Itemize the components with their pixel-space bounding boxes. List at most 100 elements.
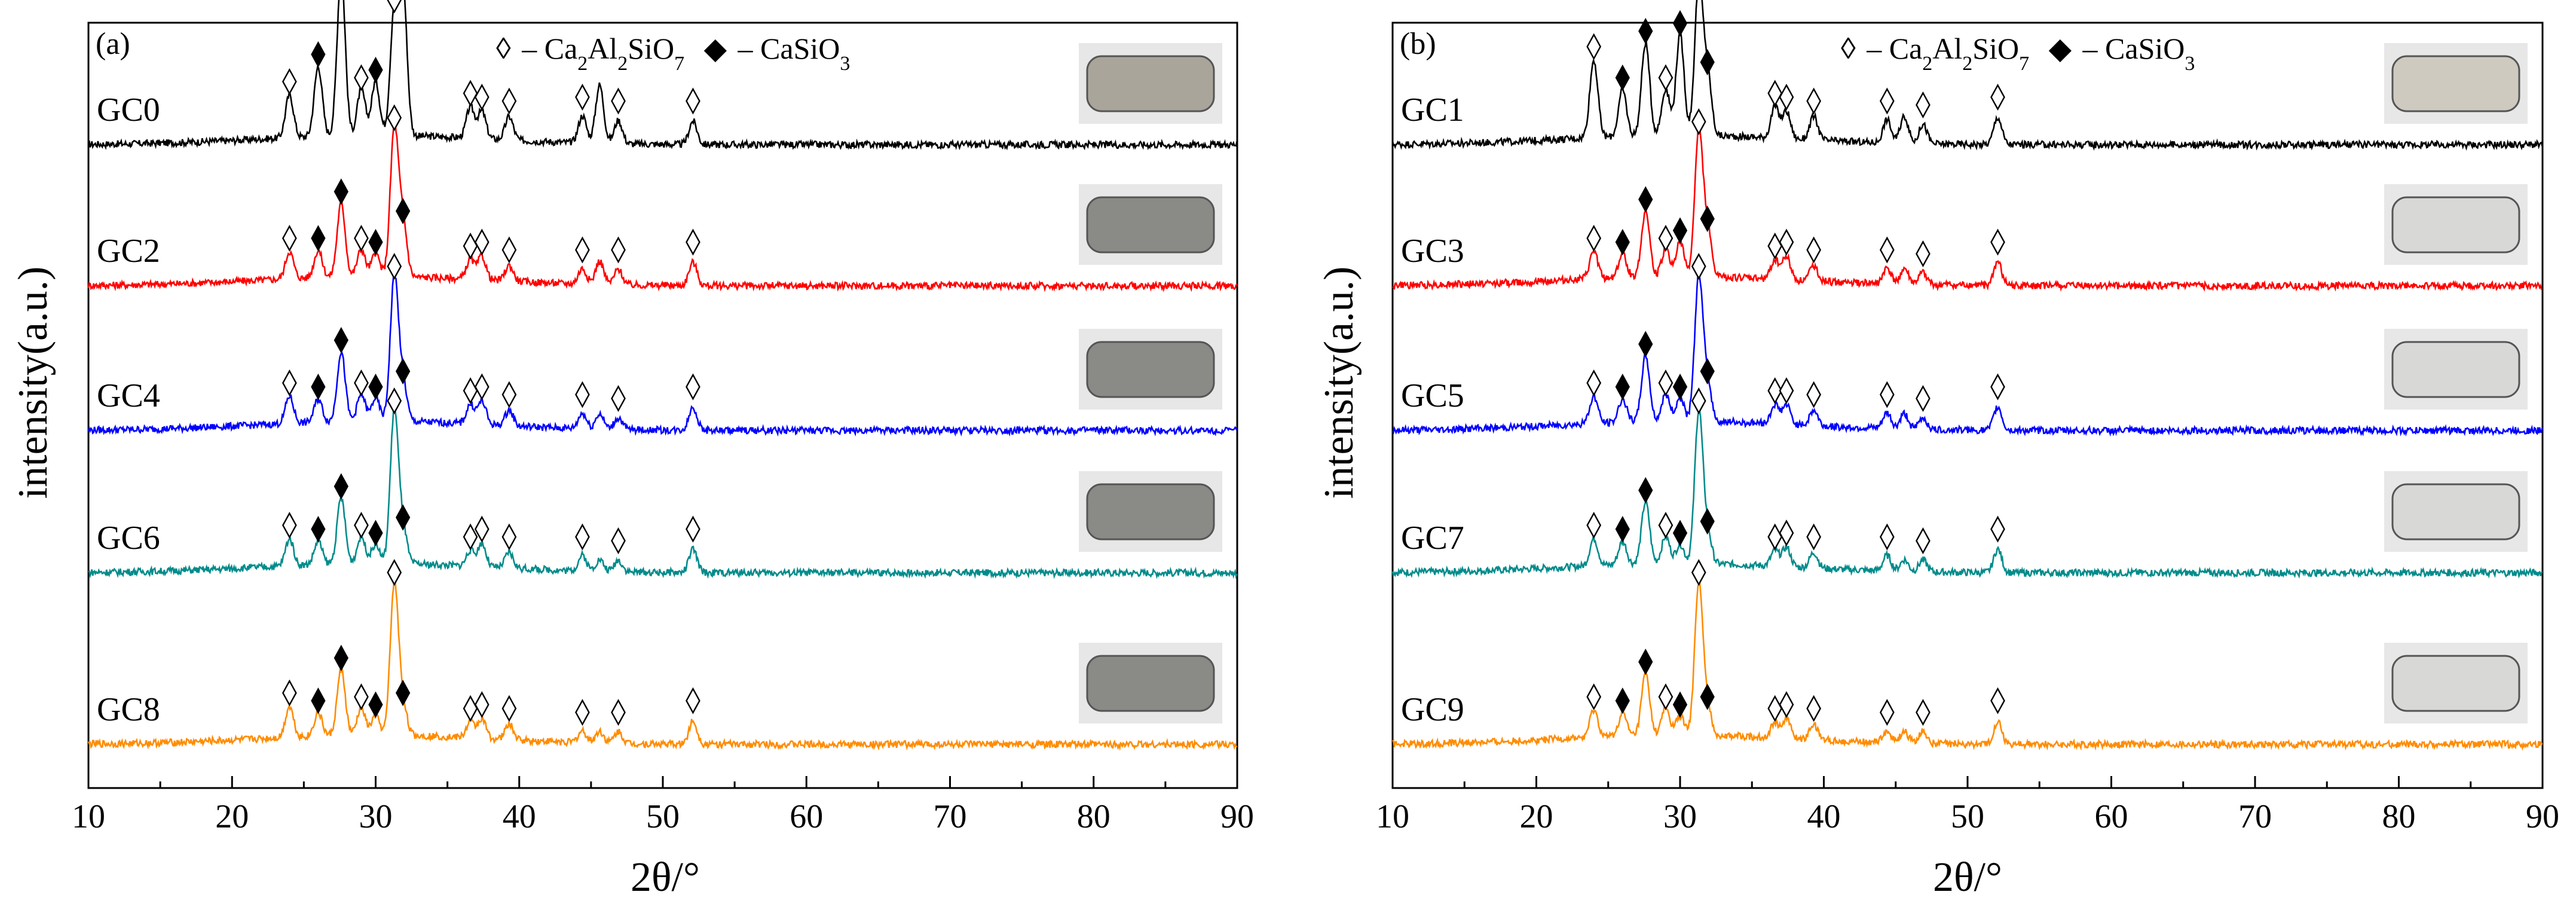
marker-filled-diamond <box>1672 10 1688 37</box>
x-tick-label: 70 <box>2238 798 2272 835</box>
marker-filled-diamond <box>1638 186 1653 213</box>
marker-open-diamond <box>1586 225 1602 252</box>
marker-open-diamond <box>387 104 402 132</box>
x-tick-label: 40 <box>503 798 536 835</box>
marker-open-diamond <box>1767 80 1783 107</box>
marker-open-diamond <box>1767 233 1783 259</box>
sample-cylinder <box>2391 341 2520 398</box>
marker-filled-diamond <box>1700 508 1715 535</box>
legend-right: ◊ – Ca2Al2SiO7 ◆ – CaSiO3 <box>1841 32 2195 75</box>
marker-filled-diamond <box>396 679 411 707</box>
marker-open-diamond <box>354 64 369 91</box>
series-line-GC0 <box>88 0 1238 151</box>
series-label: GC7 <box>1401 520 1464 557</box>
marker-open-diamond <box>1586 33 1602 60</box>
x-axis-label-left: 2θ/° <box>631 854 700 900</box>
marker-filled-diamond <box>1700 205 1715 233</box>
series-line-GC1 <box>1391 0 2543 151</box>
series-label: GC1 <box>1401 91 1464 129</box>
sample-cylinder <box>1086 55 1215 112</box>
marker-open-diamond <box>1658 225 1674 252</box>
marker-filled-diamond <box>1615 687 1630 714</box>
x-tick-label: 80 <box>1077 798 1110 835</box>
marker-filled-diamond <box>396 504 411 531</box>
marker-open-diamond <box>501 523 517 551</box>
marker-open-diamond <box>686 373 700 401</box>
marker-open-diamond <box>1879 87 1895 115</box>
marker-open-diamond <box>1879 699 1895 726</box>
marker-open-diamond <box>1806 236 1822 264</box>
marker-open-diamond <box>1779 377 1794 404</box>
x-tick-label: 30 <box>1663 798 1697 835</box>
marker-open-diamond <box>354 225 369 252</box>
series-label: GC3 <box>1401 233 1464 270</box>
series-line-GC9 <box>1392 580 2543 751</box>
marker-open-diamond <box>1916 240 1931 267</box>
legend-open-label: – Ca <box>521 32 577 65</box>
marker-open-diamond <box>354 683 369 710</box>
marker-open-diamond <box>1879 236 1895 264</box>
marker-filled-diamond <box>1638 477 1653 504</box>
marker-open-diamond <box>575 523 590 551</box>
legend-filled-diamond: ◆ <box>704 32 727 65</box>
marker-open-diamond <box>474 515 489 543</box>
series-line-GC6 <box>88 409 1238 579</box>
svg-text:◊ – Ca2Al2SiO7 ◆: ◊ – Ca2Al2SiO7 ◆ – CaSiO3 <box>1841 32 2195 75</box>
series-line-GC2 <box>87 120 1238 292</box>
marker-filled-diamond <box>1672 217 1688 244</box>
legend-open-diamond: ◊ <box>1841 32 1856 65</box>
marker-filled-diamond <box>396 197 411 225</box>
marker-filled-diamond <box>1700 683 1715 710</box>
marker-open-diamond <box>463 377 478 404</box>
series-line-GC5 <box>1391 270 2543 437</box>
marker-open-diamond <box>282 369 297 396</box>
marker-filled-diamond <box>334 473 348 500</box>
marker-open-diamond <box>1806 523 1822 551</box>
marker-filled-diamond <box>396 358 411 385</box>
marker-open-diamond <box>1916 385 1931 412</box>
marker-open-diamond <box>1658 683 1674 710</box>
y-axis-label-left: intensity(a.u.) <box>10 267 56 499</box>
marker-open-diamond <box>474 373 489 401</box>
series-label: GC5 <box>1401 377 1464 414</box>
marker-open-diamond <box>611 699 626 726</box>
x-tick-label: 90 <box>1220 798 1254 835</box>
series-label: GC4 <box>97 377 160 414</box>
marker-open-diamond <box>1691 253 1706 280</box>
legend-filled-label: – CaSiO <box>738 32 840 65</box>
series-label: GC8 <box>97 691 160 728</box>
marker-open-diamond <box>1658 512 1674 539</box>
marker-open-diamond <box>1767 377 1783 404</box>
marker-filled-diamond <box>311 373 326 401</box>
marker-open-diamond <box>611 527 626 554</box>
marker-filled-diamond <box>368 520 383 546</box>
marker-open-diamond <box>1691 387 1706 414</box>
marker-open-diamond <box>1586 512 1602 539</box>
marker-open-diamond <box>1767 695 1783 722</box>
marker-filled-diamond <box>334 326 348 354</box>
marker-filled-diamond <box>368 56 383 84</box>
sample-cylinder <box>2391 196 2520 254</box>
marker-filled-diamond <box>334 178 348 205</box>
marker-open-diamond <box>282 68 297 95</box>
series-label: GC0 <box>97 91 160 129</box>
marker-open-diamond <box>1916 699 1931 726</box>
series-line-GC4 <box>87 272 1238 437</box>
marker-filled-diamond <box>1672 373 1688 401</box>
x-tick-label: 20 <box>215 798 249 835</box>
sample-cylinder <box>1086 655 1215 712</box>
legend-filled-diamond: ◆ <box>2049 32 2072 65</box>
legend-open-label: – Ca <box>1866 32 1922 65</box>
marker-filled-diamond <box>1638 17 1653 45</box>
x-tick-label: 60 <box>2095 798 2128 835</box>
marker-open-diamond <box>575 381 590 408</box>
marker-open-diamond <box>1779 520 1794 546</box>
marker-open-diamond <box>387 0 402 14</box>
marker-open-diamond <box>1586 683 1602 710</box>
marker-open-diamond <box>1806 695 1822 722</box>
marker-open-diamond <box>282 225 297 252</box>
marker-open-diamond <box>282 512 297 539</box>
marker-open-diamond <box>611 87 626 115</box>
marker-filled-diamond <box>368 691 383 718</box>
marker-open-diamond <box>387 253 402 280</box>
